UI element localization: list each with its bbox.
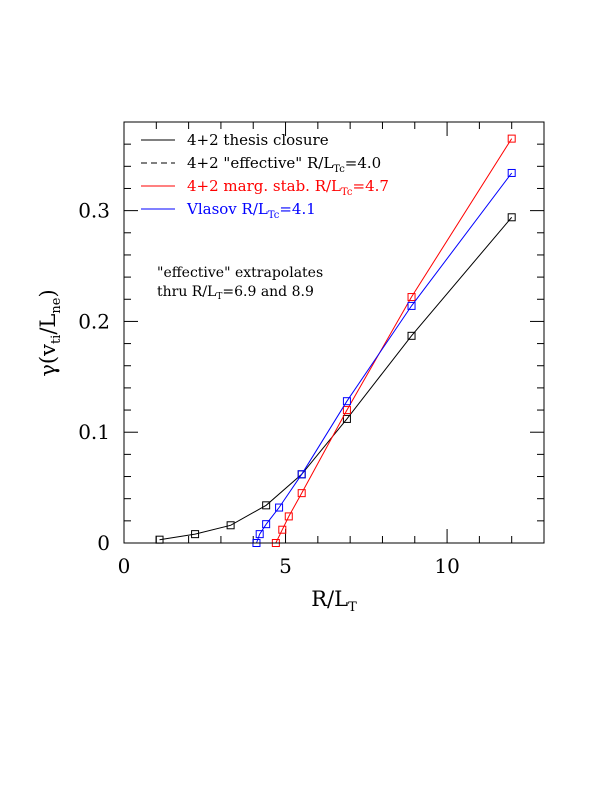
series-3 <box>252 168 516 547</box>
x-tick-label: 5 <box>279 554 292 578</box>
data-point <box>284 512 293 521</box>
data-point <box>191 530 200 539</box>
series-line <box>256 172 513 544</box>
data-point <box>297 470 306 479</box>
legend-label: 4+2 "effective" R/LTc=4.0 <box>187 154 381 175</box>
legend-label: 4+2 thesis closure <box>187 131 329 149</box>
data-point <box>262 520 271 529</box>
y-tick-label: 0.1 <box>78 420 110 444</box>
data-point <box>507 213 516 222</box>
tick-labels: 0 5 10 0 0.1 0.2 0.3 <box>78 199 460 578</box>
y-axis-label: γ(vti/Lne) <box>36 289 64 376</box>
y-tick-label: 0 <box>97 531 110 555</box>
legend-label: Vlasov R/LTc=4.1 <box>186 200 316 221</box>
legend-label: 4+2 marg. stab. R/LTc=4.7 <box>187 177 389 198</box>
data-point <box>507 134 516 143</box>
annotation-line-1: "effective" extrapolates <box>157 265 323 281</box>
y-tick-label: 0.3 <box>78 199 110 223</box>
data-point <box>342 406 351 415</box>
legend: 4+2 thesis closure 4+2 "effective" R/LTc=… <box>141 131 389 221</box>
data-point <box>262 501 271 510</box>
x-tick-label: 0 <box>118 554 131 578</box>
series-line <box>275 138 513 544</box>
data-point <box>278 525 287 534</box>
data-point <box>297 489 306 498</box>
series-0 <box>155 213 516 544</box>
annotation: "effective" extrapolates thru R/LT=6.9 an… <box>157 265 323 302</box>
data-point <box>226 521 235 530</box>
data-point <box>342 397 351 406</box>
data-point <box>275 503 284 512</box>
x-tick-label: 10 <box>434 554 459 578</box>
data-point <box>407 331 416 340</box>
annotation-line-2: thru R/LT=6.9 and 8.9 <box>157 284 314 302</box>
data-point <box>407 301 416 310</box>
y-tick-label: 0.2 <box>78 309 110 333</box>
data-point <box>407 293 416 302</box>
series-line <box>159 216 513 541</box>
plot-frame <box>123 121 545 544</box>
series-2 <box>271 134 516 547</box>
data-point <box>507 168 516 177</box>
series-group <box>155 134 516 547</box>
x-axis-label: R/LT <box>311 587 357 615</box>
data-point <box>342 414 351 423</box>
data-point <box>255 530 264 539</box>
